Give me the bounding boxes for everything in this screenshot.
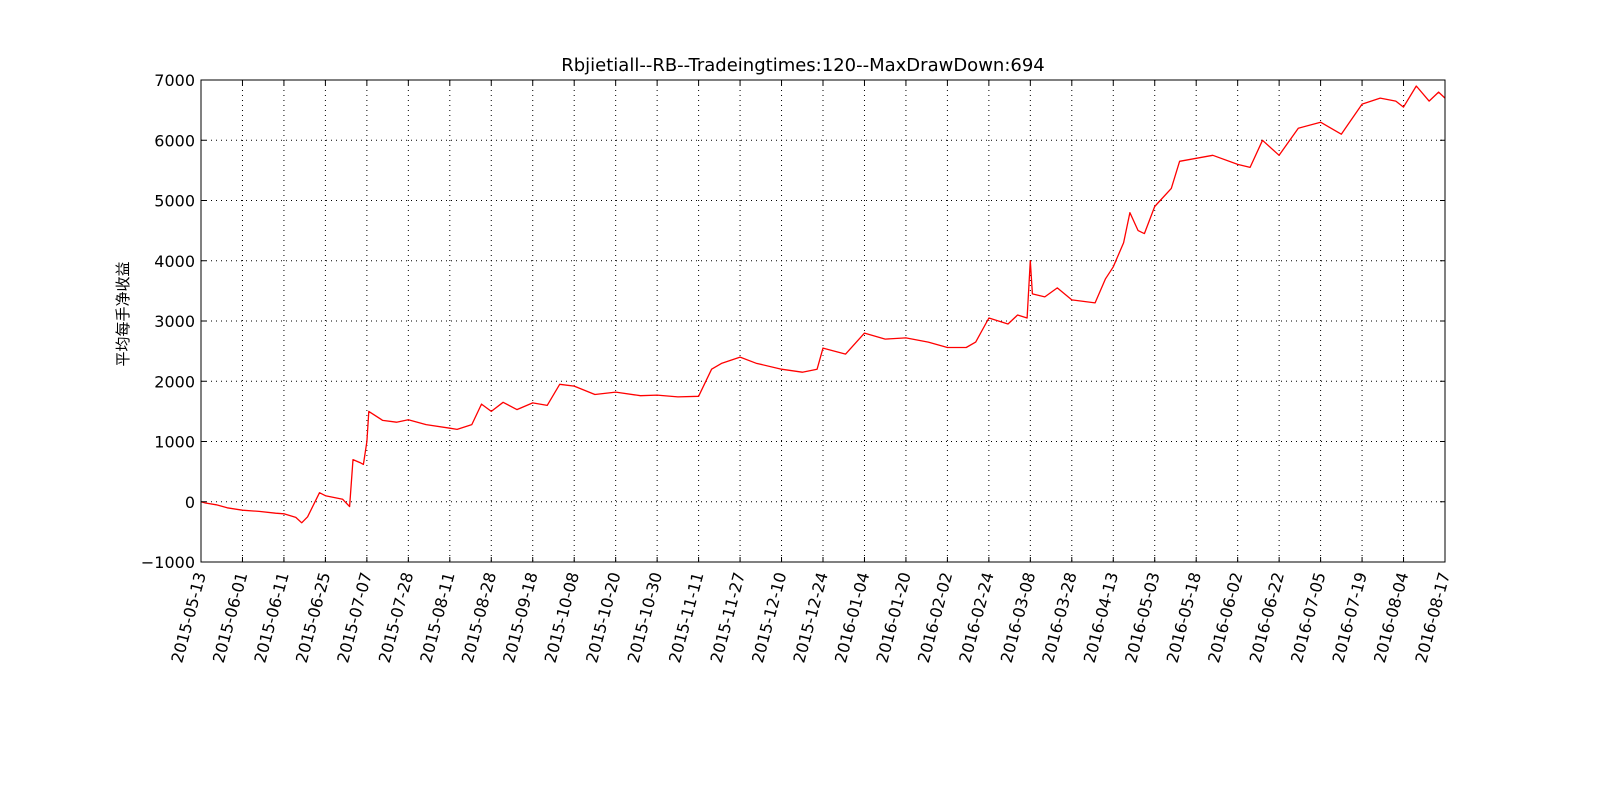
y-tick-label: 5000	[154, 192, 195, 211]
axis-ticks: −1000 0 1000 2000 3000 4000 5000 6000 7000 2015-0…	[141, 71, 1454, 665]
x-tick-label: 2015-12-24	[789, 570, 831, 665]
x-tick-label: 2016-05-03	[1121, 570, 1163, 665]
x-tick-label: 2015-09-18	[499, 570, 541, 665]
x-tick-label: 2016-02-02	[914, 570, 956, 665]
x-tick-label: 2016-06-22	[1246, 570, 1288, 665]
x-tick-label: 2016-03-08	[997, 570, 1039, 665]
y-tick-label: −1000	[141, 553, 195, 572]
x-tick-label: 2016-06-02	[1204, 570, 1246, 665]
x-tick-label: 2016-08-17	[1411, 570, 1453, 665]
x-tick-label: 2016-07-19	[1329, 570, 1371, 665]
y-tick-label: 6000	[154, 131, 195, 150]
x-tick-label: 2015-06-01	[209, 570, 251, 665]
x-tick-label: 2016-05-18	[1163, 570, 1205, 665]
x-tick-label: 2015-10-20	[582, 570, 624, 665]
x-tick-label: 2016-01-20	[872, 570, 914, 665]
x-tick-label: 2015-07-07	[333, 570, 375, 665]
x-tick-label: 2015-10-30	[624, 570, 666, 665]
x-tick-label: 2016-07-05	[1287, 570, 1329, 665]
x-tick-label: 2015-07-28	[375, 570, 417, 665]
x-tick-label: 2015-12-10	[748, 570, 790, 665]
chart-title: Rbjietiall--RB--Tradeingtimes:120--MaxDr…	[561, 55, 1045, 76]
x-tick-label: 2015-06-11	[250, 570, 292, 665]
y-tick-label: 7000	[154, 71, 195, 90]
x-tick-label: 2016-02-24	[955, 570, 997, 665]
x-tick-label: 2015-10-08	[541, 570, 583, 665]
x-tick-label: 2015-06-25	[292, 570, 334, 665]
y-tick-label: 4000	[154, 252, 195, 271]
x-tick-label: 2015-08-28	[458, 570, 500, 665]
grid-lines	[201, 80, 1445, 562]
x-tick-label: 2016-08-04	[1370, 570, 1412, 665]
y-tick-label: 0	[185, 493, 195, 512]
y-axis-label: 平均每手净收益	[114, 261, 132, 366]
net-profit-series-line	[200, 85, 1446, 524]
x-tick-label: 2015-08-11	[416, 570, 458, 665]
x-tick-label: 2015-11-27	[707, 570, 749, 665]
y-tick-label: 3000	[154, 312, 195, 331]
x-tick-label: 2015-11-11	[665, 570, 707, 665]
y-tick-label: 1000	[154, 433, 195, 452]
series-layer	[200, 85, 1446, 524]
x-tick-label: 2016-01-04	[831, 570, 873, 665]
x-tick-label: 2016-04-13	[1080, 570, 1122, 665]
x-tick-label: 2015-05-13	[167, 570, 209, 665]
x-tick-label: 2016-03-28	[1038, 570, 1080, 665]
y-tick-label: 2000	[154, 372, 195, 391]
